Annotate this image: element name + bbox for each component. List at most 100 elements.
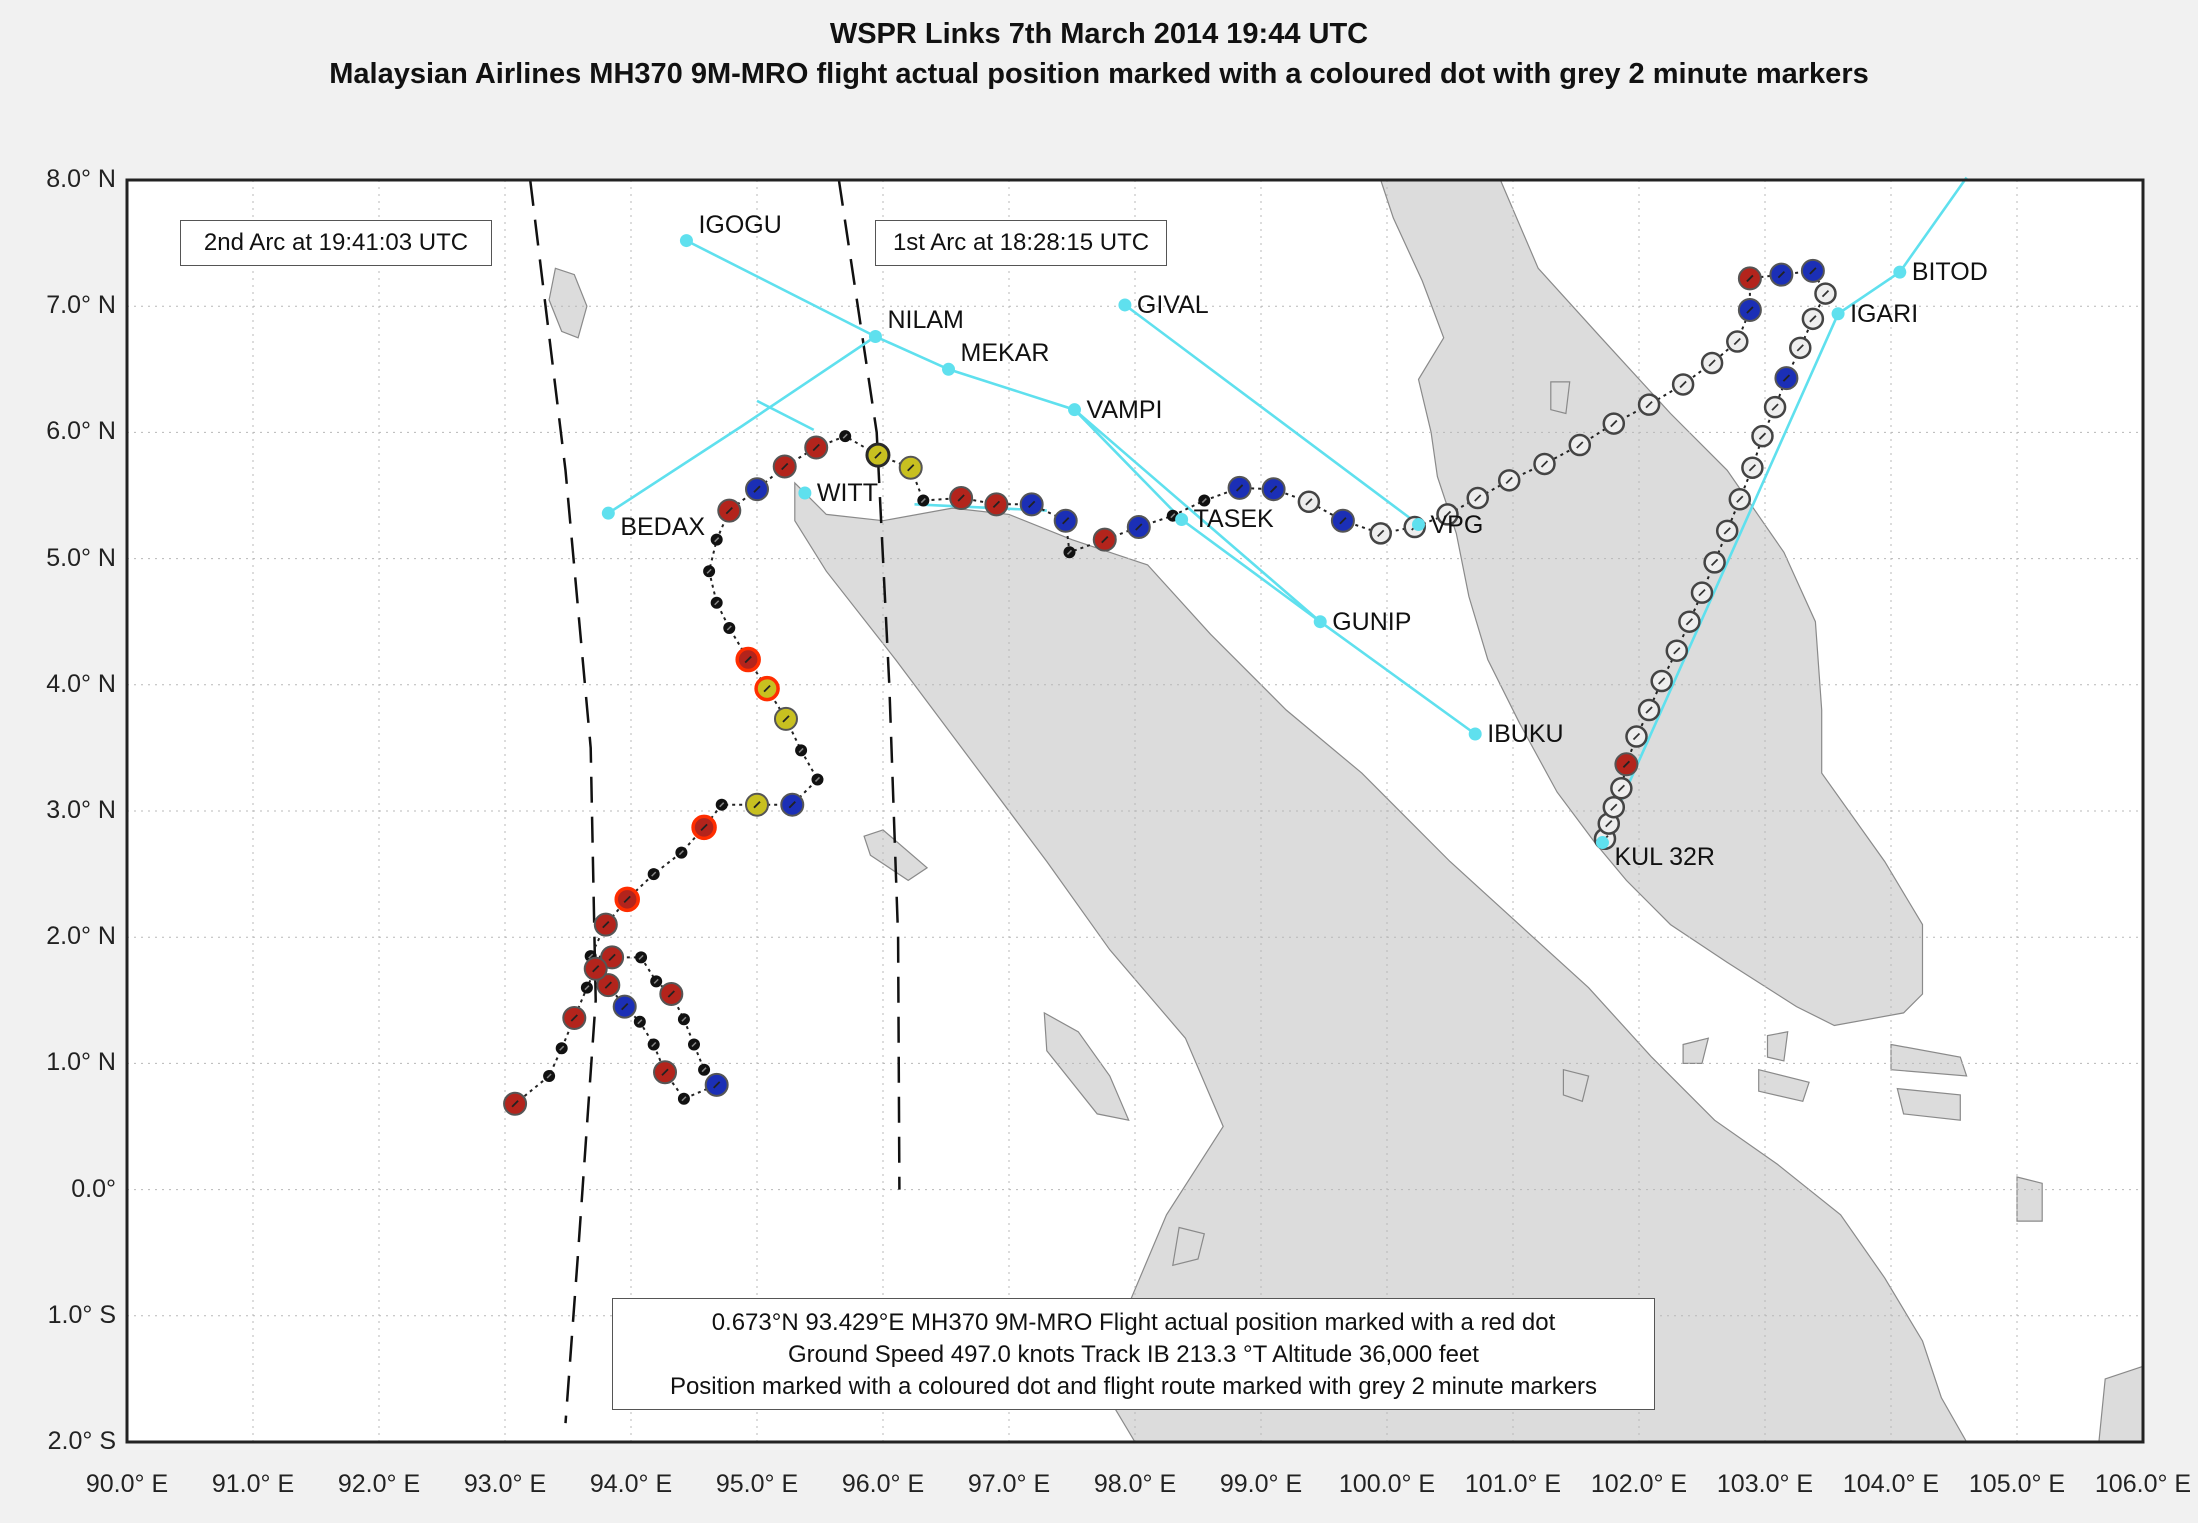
grid-layer bbox=[127, 180, 2143, 1442]
land-polygon bbox=[1758, 1068, 1810, 1103]
info-line-position: 0.673°N 93.429°E MH370 9M-MRO Flight act… bbox=[711, 1309, 1556, 1336]
lon-tick-label: 100.0° E bbox=[1338, 1470, 1436, 1498]
lon-tick-label: 92.0° E bbox=[337, 1470, 421, 1498]
waypoint-label: BEDAX bbox=[620, 513, 706, 542]
marker-tick bbox=[661, 1068, 669, 1076]
marker-tick bbox=[592, 965, 600, 973]
marker-tick bbox=[1066, 549, 1073, 555]
lon-tick-label: 102.0° E bbox=[1590, 1470, 1688, 1498]
marker-tick bbox=[1771, 403, 1779, 411]
marker-tick bbox=[1170, 513, 1176, 519]
marker-tick bbox=[1617, 784, 1625, 792]
waypoint-label: VAMPI bbox=[1086, 395, 1163, 424]
marker-tick bbox=[1632, 732, 1641, 741]
lon-tick-label: 103.0° E bbox=[1716, 1470, 1814, 1498]
waypoint-label: VPG bbox=[1430, 510, 1484, 539]
waypoint-dot bbox=[1313, 615, 1327, 629]
land-polygon bbox=[1766, 1031, 1789, 1062]
marker-tick bbox=[1622, 760, 1631, 768]
marker-tick bbox=[637, 1019, 643, 1025]
flight-path-layer bbox=[503, 258, 1837, 1116]
lon-tick-label: 90.0° E bbox=[85, 1470, 169, 1498]
land-polygon bbox=[1379, 179, 1924, 1027]
marker-tick bbox=[713, 1081, 721, 1089]
land-polygon bbox=[1896, 1087, 1961, 1121]
marker-tick bbox=[1305, 498, 1313, 506]
marker-tick bbox=[1339, 517, 1347, 525]
waypoint-dot bbox=[679, 234, 693, 248]
marker-tick bbox=[651, 1041, 657, 1048]
lon-tick-label: 97.0° E bbox=[967, 1470, 1051, 1498]
wspr-link-line bbox=[1601, 176, 1968, 844]
wspr-links-layer bbox=[607, 176, 1968, 844]
marker-tick bbox=[744, 655, 752, 664]
marker-tick bbox=[726, 625, 732, 631]
marker-tick bbox=[1235, 484, 1244, 492]
waypoint-dot bbox=[1831, 307, 1845, 321]
marker-tick bbox=[511, 1100, 519, 1108]
marker-tick bbox=[570, 1014, 578, 1022]
lat-tick-label: 6.0° N bbox=[46, 417, 116, 446]
waypoint-label: IBUKU bbox=[1487, 720, 1564, 749]
marker-tick bbox=[1135, 523, 1143, 531]
marker-tick bbox=[753, 801, 761, 809]
plot-frame bbox=[125, 178, 2145, 1444]
marker-tick bbox=[584, 985, 590, 991]
marker-tick bbox=[1777, 271, 1786, 279]
lat-tick-label: 8.0° N bbox=[46, 165, 116, 193]
waypoint-label: GUNIP bbox=[1332, 607, 1412, 636]
waypoint-label: WITT bbox=[816, 478, 878, 507]
lat-tick-label: 5.0° N bbox=[46, 543, 116, 572]
marker-tick bbox=[753, 485, 761, 493]
waypoint-dot bbox=[1118, 298, 1132, 312]
marker-tick bbox=[1748, 464, 1757, 472]
marker-tick bbox=[1269, 485, 1278, 493]
info-line-legend: Position marked with a coloured dot and … bbox=[669, 1373, 1598, 1400]
satellite-arcs-layer bbox=[528, 179, 901, 1424]
marker-tick bbox=[1658, 677, 1666, 685]
waypoint-dot bbox=[1468, 727, 1482, 741]
marker-tick bbox=[1645, 400, 1653, 409]
marker-tick bbox=[706, 568, 712, 574]
marker-tick bbox=[992, 500, 1001, 508]
arc1-line bbox=[837, 179, 901, 1190]
marker-tick bbox=[842, 433, 848, 439]
land-polygon bbox=[1043, 1011, 1130, 1122]
marker-tick bbox=[1605, 819, 1613, 828]
waypoint-label: BITOD bbox=[1911, 258, 1988, 287]
lon-tick-label: 105.0° E bbox=[1968, 1470, 2066, 1498]
lat-tick-label: 2.0° S bbox=[47, 1427, 116, 1455]
land-polygon bbox=[2016, 1176, 2043, 1222]
waypoint-dot bbox=[1595, 836, 1609, 850]
waypoint-dot bbox=[1893, 265, 1907, 279]
marker-tick bbox=[1821, 289, 1830, 298]
lat-tick-label: 1.0° S bbox=[47, 1300, 116, 1329]
marker-tick bbox=[1610, 803, 1618, 811]
chart-title: WSPR Links 7th March 2014 19:44 UTC bbox=[829, 18, 1369, 50]
info-box: 0.673°N 93.429°E MH370 9M-MRO Flight act… bbox=[612, 1298, 1655, 1410]
marker-tick bbox=[781, 462, 789, 471]
marker-tick bbox=[1540, 460, 1549, 468]
marker-tick bbox=[651, 871, 657, 877]
marker-tick bbox=[1028, 500, 1036, 508]
lat-tick-label: 3.0° N bbox=[46, 796, 116, 824]
marker-tick bbox=[920, 498, 926, 504]
marker-tick bbox=[1443, 510, 1452, 519]
lon-tick-label: 96.0° E bbox=[841, 1470, 925, 1498]
marker-tick bbox=[957, 494, 965, 502]
waypoint-dot bbox=[601, 506, 615, 520]
land-polygon bbox=[548, 267, 588, 339]
waypoint-label: GIVAL bbox=[1136, 290, 1209, 319]
marker-tick bbox=[1708, 359, 1716, 367]
marker-tick bbox=[907, 464, 915, 472]
marker-tick bbox=[691, 1041, 697, 1048]
marker-tick bbox=[1710, 558, 1719, 567]
marker-tick bbox=[700, 823, 708, 832]
land-polygon bbox=[1172, 1226, 1206, 1267]
marker-tick bbox=[608, 953, 616, 962]
waypoint-dot bbox=[868, 329, 882, 343]
wspr-link-line bbox=[685, 239, 1321, 623]
marker-tick bbox=[1733, 337, 1741, 346]
marker-tick bbox=[701, 1067, 707, 1073]
